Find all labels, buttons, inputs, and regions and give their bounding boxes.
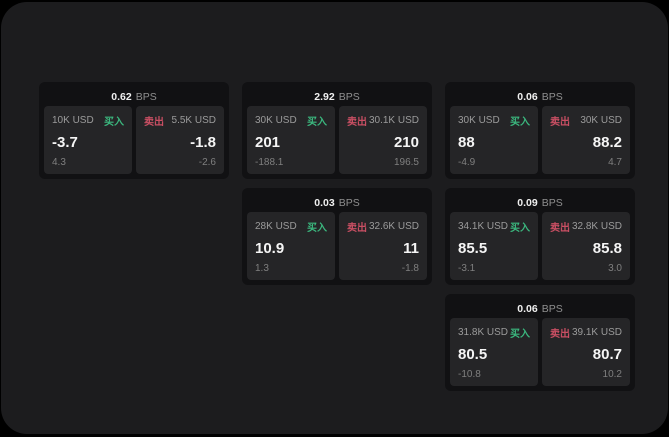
buy-tile[interactable]: 28K USD 买入 10.9 1.3 (247, 212, 335, 280)
buy-sub-value: 4.3 (52, 157, 66, 168)
bps-suffix: BPS (135, 90, 157, 103)
sell-tile[interactable]: 卖出 30.1K USD 210 196.5 (339, 106, 427, 174)
sell-tile[interactable]: 卖出 39.1K USD 80.7 10.2 (542, 318, 630, 386)
buy-tile[interactable]: 30K USD 买入 88 -4.9 (450, 106, 538, 174)
sell-value: 11 (403, 240, 419, 257)
buy-sub-value: -10.8 (458, 369, 481, 380)
bps-value: 0.62 (111, 90, 132, 103)
buy-value: -3.7 (52, 134, 78, 151)
buy-value: 85.5 (458, 240, 488, 257)
buy-sub-value: 1.3 (255, 263, 269, 274)
bps-suffix: BPS (338, 196, 360, 209)
buy-amount: 30K USD (458, 115, 500, 126)
sell-amount: 39.1K USD (571, 327, 622, 338)
sell-amount: 32.6K USD (368, 221, 419, 232)
buy-label: 买入 (510, 329, 530, 340)
card-header: 0.06 BPS (450, 299, 630, 318)
buy-tile[interactable]: 30K USD 买入 201 -188.1 (247, 106, 335, 174)
buy-tile[interactable]: 10K USD 买入 -3.7 4.3 (44, 106, 132, 174)
quote-card: 0.06 BPS 30K USD 买入 88 -4.9 卖出 30K USD (445, 82, 635, 179)
sell-sub-value: 196.5 (393, 157, 419, 168)
buy-label: 买入 (307, 223, 327, 234)
bps-value: 0.06 (517, 90, 538, 103)
bps-suffix: BPS (541, 196, 563, 209)
bps-suffix: BPS (541, 302, 563, 315)
quote-card: 0.03 BPS 28K USD 买入 10.9 1.3 卖出 32.6K US… (242, 188, 432, 285)
quote-card: 0.06 BPS 31.8K USD 买入 80.5 -10.8 卖出 39.1… (445, 294, 635, 391)
buy-sub-value: -4.9 (458, 157, 476, 168)
buy-tile[interactable]: 34.1K USD 买入 85.5 -3.1 (450, 212, 538, 280)
buy-value: 201 (255, 134, 281, 151)
buy-value: 88 (458, 134, 475, 151)
quote-cards-grid: 0.62 BPS 10K USD 买入 -3.7 4.3 卖出 5.5K USD (39, 82, 635, 391)
bps-suffix: BPS (338, 90, 360, 103)
buy-sub-value: -188.1 (255, 157, 284, 168)
sell-amount: 30K USD (580, 115, 622, 126)
quote-card: 0.62 BPS 10K USD 买入 -3.7 4.3 卖出 5.5K USD (39, 82, 229, 179)
card-header: 0.62 BPS (44, 87, 224, 106)
sell-label: 卖出 (144, 117, 164, 128)
card-body: 34.1K USD 买入 85.5 -3.1 卖出 32.8K USD 85.8… (450, 212, 630, 280)
buy-label: 买入 (510, 223, 530, 234)
sell-label: 卖出 (347, 223, 367, 234)
sell-value: 80.7 (592, 346, 622, 363)
buy-label: 买入 (307, 117, 327, 128)
buy-amount: 28K USD (255, 221, 297, 232)
card-header: 0.03 BPS (247, 193, 427, 212)
sell-amount: 32.8K USD (571, 221, 622, 232)
sell-label: 卖出 (550, 329, 570, 340)
card-header: 0.09 BPS (450, 193, 630, 212)
buy-value: 80.5 (458, 346, 488, 363)
sell-sub-value: 4.7 (608, 157, 622, 168)
buy-label: 买入 (104, 117, 124, 128)
buy-amount: 31.8K USD (458, 327, 509, 338)
sell-label: 卖出 (550, 223, 570, 234)
card-header: 0.06 BPS (450, 87, 630, 106)
bps-value: 2.92 (314, 90, 335, 103)
sell-value: 85.8 (592, 240, 622, 257)
sell-value: 88.2 (592, 134, 622, 151)
bps-value: 0.09 (517, 196, 538, 209)
sell-tile[interactable]: 卖出 32.6K USD 11 -1.8 (339, 212, 427, 280)
sell-amount: 30.1K USD (368, 115, 419, 126)
bps-value: 0.06 (517, 302, 538, 315)
buy-sub-value: -3.1 (458, 263, 476, 274)
sell-sub-value: 10.2 (602, 369, 622, 380)
buy-amount: 30K USD (255, 115, 297, 126)
buy-label: 买入 (510, 117, 530, 128)
quote-card: 2.92 BPS 30K USD 买入 201 -188.1 卖出 30.1K … (242, 82, 432, 179)
sell-sub-value: -2.6 (198, 157, 216, 168)
card-body: 28K USD 买入 10.9 1.3 卖出 32.6K USD 11 -1.8 (247, 212, 427, 280)
card-body: 30K USD 买入 88 -4.9 卖出 30K USD 88.2 4.7 (450, 106, 630, 174)
sell-sub-value: 3.0 (608, 263, 622, 274)
quote-card: 0.09 BPS 34.1K USD 买入 85.5 -3.1 卖出 32.8K… (445, 188, 635, 285)
buy-amount: 34.1K USD (458, 221, 509, 232)
sell-tile[interactable]: 卖出 30K USD 88.2 4.7 (542, 106, 630, 174)
sell-label: 卖出 (550, 117, 570, 128)
buy-amount: 10K USD (52, 115, 94, 126)
sell-tile[interactable]: 卖出 5.5K USD -1.8 -2.6 (136, 106, 224, 174)
bps-value: 0.03 (314, 196, 335, 209)
card-body: 31.8K USD 买入 80.5 -10.8 卖出 39.1K USD 80.… (450, 318, 630, 386)
sell-label: 卖出 (347, 117, 367, 128)
sell-tile[interactable]: 卖出 32.8K USD 85.8 3.0 (542, 212, 630, 280)
bps-suffix: BPS (541, 90, 563, 103)
sell-sub-value: -1.8 (401, 263, 419, 274)
card-body: 30K USD 买入 201 -188.1 卖出 30.1K USD 210 1… (247, 106, 427, 174)
card-header: 2.92 BPS (247, 87, 427, 106)
card-body: 10K USD 买入 -3.7 4.3 卖出 5.5K USD -1.8 -2.… (44, 106, 224, 174)
buy-tile[interactable]: 31.8K USD 买入 80.5 -10.8 (450, 318, 538, 386)
sell-value: -1.8 (190, 134, 216, 151)
sell-amount: 5.5K USD (171, 115, 216, 126)
sell-value: 210 (393, 134, 419, 151)
buy-value: 10.9 (255, 240, 285, 257)
